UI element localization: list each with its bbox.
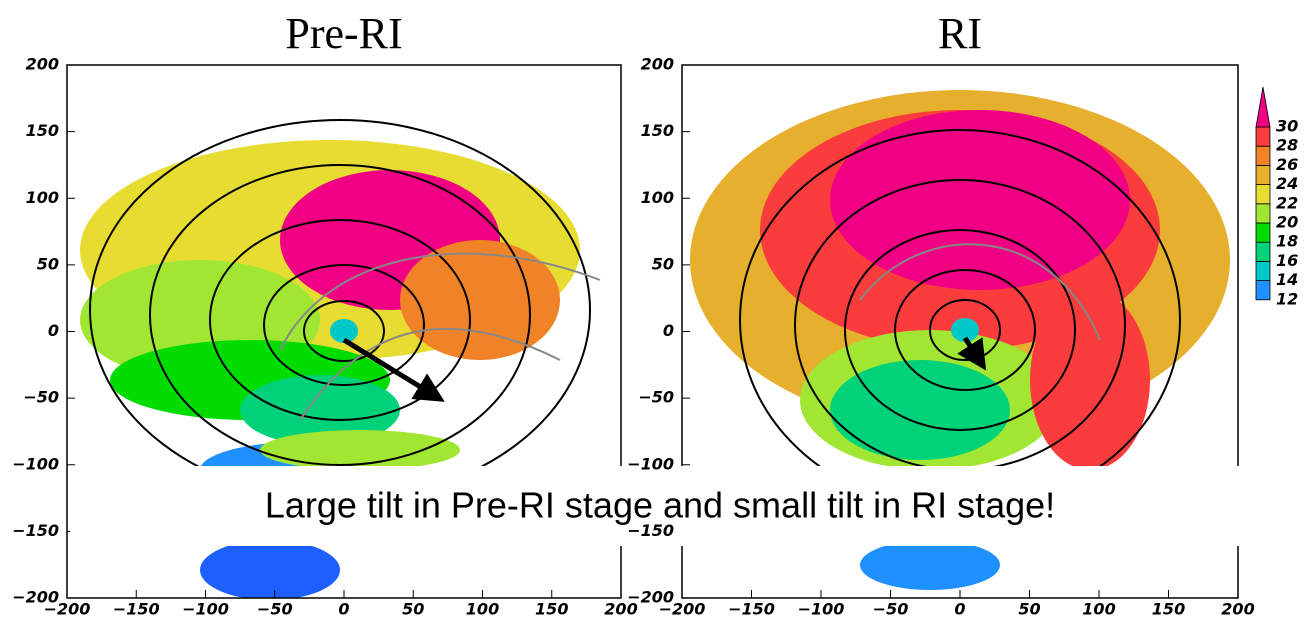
colorbar-label: 24 bbox=[1276, 174, 1298, 193]
y-tick-label: −200 bbox=[12, 588, 59, 607]
panel-title: Pre-RI bbox=[285, 9, 402, 58]
y-tick-label: −100 bbox=[627, 454, 674, 473]
x-tick-label: 150 bbox=[535, 600, 568, 619]
y-tick-label: 200 bbox=[26, 55, 59, 74]
y-tick-label: 50 bbox=[652, 254, 674, 273]
colorbar-segment bbox=[1255, 126, 1271, 147]
colorbar-label: 12 bbox=[1276, 289, 1298, 308]
x-tick-label: −100 bbox=[182, 600, 229, 619]
y-tick-label: −50 bbox=[23, 388, 59, 407]
annotation: Large tilt in Pre-RI stage and small til… bbox=[265, 485, 1055, 526]
y-tick-label: −200 bbox=[627, 588, 674, 607]
x-tick-label: 200 bbox=[1221, 600, 1254, 619]
y-tick-label: −150 bbox=[627, 521, 674, 540]
field-right bbox=[690, 90, 1230, 590]
panel-title: RI bbox=[938, 9, 982, 58]
colorbar-segment bbox=[1255, 241, 1271, 262]
colorbar-segment bbox=[1255, 145, 1271, 166]
y-tick-label: 100 bbox=[641, 188, 674, 207]
y-tick-label: −150 bbox=[12, 521, 59, 540]
y-tick-label: 100 bbox=[26, 188, 59, 207]
y-tick-label: 0 bbox=[48, 321, 59, 340]
x-tick-label: 150 bbox=[1152, 600, 1185, 619]
colorbar-segment bbox=[1255, 203, 1271, 224]
x-tick-label: 200 bbox=[604, 600, 637, 619]
colorbar-label: 16 bbox=[1276, 251, 1298, 270]
colorbar-segment bbox=[1255, 260, 1271, 281]
colorbar-extend bbox=[1255, 86, 1271, 128]
y-tick-label: 50 bbox=[37, 254, 59, 273]
y-tick-label: 200 bbox=[641, 55, 674, 74]
x-tick-label: 100 bbox=[466, 600, 499, 619]
colorbar-label: 26 bbox=[1276, 155, 1298, 174]
colorbar-segment bbox=[1255, 222, 1271, 243]
x-tick-label: −50 bbox=[257, 600, 293, 619]
x-tick-label: 0 bbox=[954, 600, 965, 619]
y-tick-label: 150 bbox=[26, 121, 59, 140]
y-tick-label: −100 bbox=[12, 454, 59, 473]
x-tick-label: 100 bbox=[1082, 600, 1115, 619]
x-tick-label: −150 bbox=[113, 600, 160, 619]
x-tick-label: −150 bbox=[728, 600, 775, 619]
colorbar-label: 28 bbox=[1276, 136, 1298, 155]
annotation-box bbox=[70, 466, 1270, 546]
y-tick-label: 0 bbox=[663, 321, 674, 340]
y-tick-label: −50 bbox=[638, 388, 674, 407]
x-tick-label: 50 bbox=[402, 600, 424, 619]
y-tick-label: 150 bbox=[641, 121, 674, 140]
x-tick-label: −200 bbox=[44, 600, 91, 619]
colorbar-label: 20 bbox=[1276, 213, 1298, 232]
x-tick-label: −200 bbox=[659, 600, 706, 619]
colorbar-segment bbox=[1255, 280, 1271, 301]
colorbar-label: 30 bbox=[1276, 117, 1298, 136]
colorbar-label: 14 bbox=[1276, 270, 1298, 289]
x-tick-label: 50 bbox=[1018, 600, 1040, 619]
colorbar-label: 22 bbox=[1276, 193, 1298, 212]
x-tick-label: −50 bbox=[873, 600, 909, 619]
x-tick-label: −100 bbox=[798, 600, 845, 619]
colorbar-segment bbox=[1255, 164, 1271, 185]
x-tick-label: 0 bbox=[338, 600, 349, 619]
colorbar-segment bbox=[1255, 184, 1271, 205]
colorbar-label: 18 bbox=[1276, 232, 1298, 251]
